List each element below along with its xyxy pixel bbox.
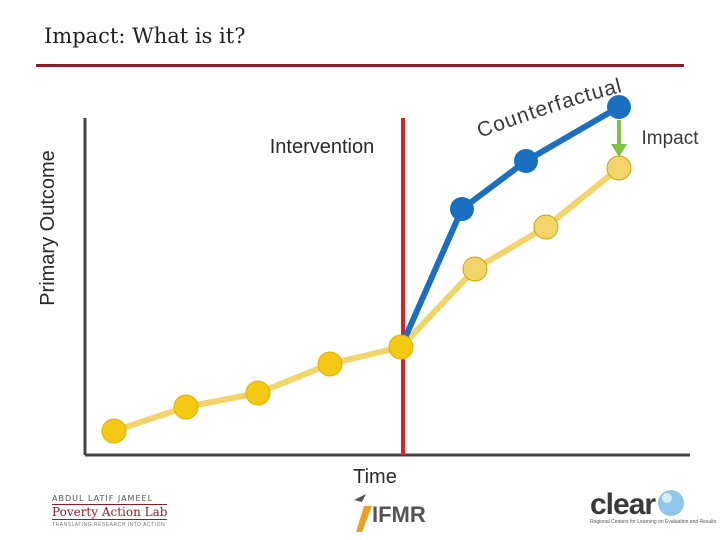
impact-diagram: Primary Outcome Time Intervention Impact… — [37, 74, 699, 488]
intervention-label: Intervention — [270, 136, 375, 158]
y-axis-label: Primary Outcome — [37, 150, 59, 306]
counterfactual-point — [462, 256, 488, 282]
jpal-logo-top: ABDUL LATIF JAMEEL — [52, 494, 154, 503]
outcome-point — [607, 95, 631, 119]
jpal-logo: ABDUL LATIF JAMEEL Poverty Action Lab TR… — [52, 494, 168, 528]
outcome-point — [514, 149, 538, 173]
jpal-logo-name: Poverty Action Lab — [52, 504, 168, 520]
clear-logo-text: clear — [590, 488, 656, 521]
jpal-logo-tagline: TRANSLATING RESEARCH INTO ACTION — [52, 522, 166, 528]
baseline-point — [173, 394, 199, 420]
baseline-point — [245, 380, 271, 406]
intervention-point — [388, 334, 414, 360]
x-axis-label: Time — [353, 466, 397, 488]
ifmr-mark-icon — [354, 494, 372, 532]
clear-logo: clear Regional Centers for Learning on E… — [590, 488, 716, 525]
counterfactual-label-path: Counterfactual — [474, 74, 624, 142]
counterfactual-point — [533, 214, 559, 240]
globe-icon — [658, 490, 684, 516]
impact-arrow-head — [611, 144, 627, 157]
baseline-point — [101, 418, 127, 444]
title-rule — [36, 64, 684, 67]
slide-title: Impact: What is it? — [44, 24, 246, 48]
outcome-line — [398, 104, 621, 349]
counterfactual-label: Counterfactual — [474, 74, 625, 142]
impact-label: Impact — [641, 128, 699, 149]
counterfactual-line — [113, 165, 621, 434]
clear-logo-tagline: Regional Centers for Learning on Evaluat… — [590, 519, 717, 525]
outcome-point — [450, 197, 474, 221]
baseline-point — [317, 351, 343, 377]
ifmr-logo-text: IFMR — [372, 502, 426, 527]
footer-logos: ABDUL LATIF JAMEEL Poverty Action Lab TR… — [0, 488, 720, 540]
counterfactual-point — [606, 155, 632, 181]
